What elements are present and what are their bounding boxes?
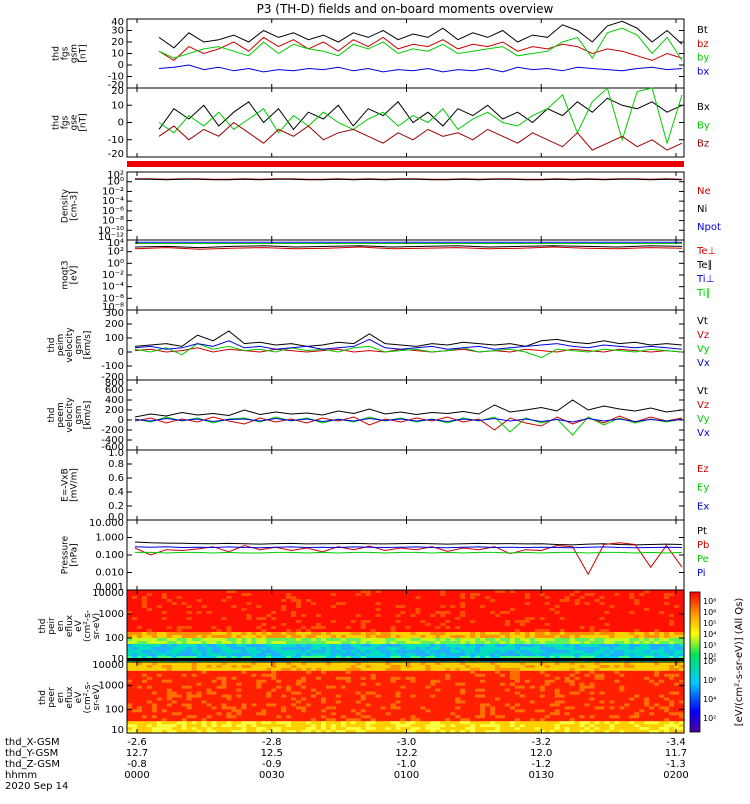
series-line-Vx: [135, 339, 682, 349]
legend-entry: Vy: [697, 414, 710, 425]
legend-entry: Vx: [697, 428, 710, 439]
y-tick-label: 30: [111, 26, 124, 37]
y-tick-label: 10: [111, 49, 124, 60]
panel-frame: [127, 19, 684, 88]
legend-entry: Ni: [697, 204, 707, 215]
y-tick-label: 0.2: [108, 501, 124, 512]
chart-title: P3 (TH-D) fields and on-board moments ov…: [257, 2, 554, 16]
y-tick-label: -100: [101, 361, 124, 372]
legend-entry: Npot: [697, 222, 721, 233]
y-tick-label: 200: [105, 319, 124, 330]
series-line-Te∥: [135, 246, 682, 248]
series-line-Pi: [135, 547, 682, 548]
legend-entry: Pb: [697, 540, 709, 551]
series-line-bz: [159, 37, 682, 60]
series-line-Vt: [135, 331, 682, 346]
y-tick-label: 0: [118, 118, 124, 129]
y-tick-label: 0: [118, 347, 124, 358]
spectrogram-gap-band: [127, 658, 684, 661]
legend-entry: Ti⊥: [696, 274, 714, 285]
y-tick-label: -10: [108, 135, 124, 146]
panel-frame: [127, 172, 684, 240]
panel-density: Density[cm-3]10²10⁰10⁻²10⁻⁴10⁻⁶10⁻⁸10⁻¹⁰…: [61, 170, 721, 243]
y-tick-label: 100: [105, 333, 124, 344]
y-axis-label: [nT]: [79, 113, 89, 131]
series-line-Pt: [135, 542, 682, 545]
y-tick-label: 0.100: [95, 550, 124, 561]
legend-entry: bz: [697, 39, 709, 50]
y-tick-label: 1.0: [108, 448, 124, 459]
y-tick-label: 10⁻²: [102, 270, 124, 281]
series-line-Vt: [135, 400, 682, 417]
legend-entry: Pt: [697, 526, 707, 537]
series-line-bx: [159, 65, 682, 72]
y-axis-label: [km/s]: [83, 401, 93, 430]
legend-entry: Pe: [697, 554, 709, 565]
y-tick-label: 10.000: [89, 518, 124, 529]
series-line-Ni: [135, 179, 682, 180]
legend-entry: Bz: [697, 139, 709, 150]
legend-entry: Ti∥: [696, 288, 711, 299]
y-tick-label: 10²: [107, 247, 124, 258]
y-tick-label: 0.8: [108, 459, 124, 470]
y-axis-label: [nPa]: [70, 543, 80, 566]
legend-entry: Ne: [697, 186, 711, 197]
y-axis-label: [cm-3]: [70, 191, 80, 221]
y-tick-label: 1000: [99, 609, 124, 620]
quality-flag-bar: [127, 161, 684, 167]
legend-entry: By: [697, 120, 710, 131]
y-axis-label: [eV]: [70, 266, 80, 285]
y-axis-label: [km/s]: [83, 331, 93, 360]
y-tick-label: 1.000: [95, 533, 124, 544]
y-tick-label: -20: [108, 149, 124, 160]
legend-entry: Bx: [697, 102, 710, 113]
y-tick-label: 10⁻⁴: [102, 282, 124, 293]
legend-entry: Ex: [697, 501, 709, 512]
y-tick-label: 20: [111, 37, 124, 48]
panel-frame: [127, 520, 684, 590]
legend-entry: Te∥: [696, 260, 713, 271]
y-tick-label: 10: [111, 100, 124, 111]
legend-entry: by: [697, 53, 709, 64]
legend-entry: bx: [697, 66, 709, 77]
y-tick-label: 10⁰: [107, 258, 124, 269]
y-tick-label: 100: [105, 633, 124, 644]
panel-frame: [127, 450, 684, 520]
y-tick-label: 0.4: [108, 487, 124, 498]
legend-entry: Ez: [697, 464, 709, 475]
legend-entry: Ey: [697, 483, 709, 494]
y-tick-label: 0.6: [108, 473, 124, 484]
y-axis-label: [nT]: [79, 44, 89, 62]
legend-entry: Vy: [697, 344, 710, 355]
legend-entry: Pi: [697, 568, 706, 579]
y-tick-label: 0: [118, 60, 124, 71]
y-tick-label: 300: [105, 308, 124, 319]
panel-temp: moqt3[eV]10⁴10²10⁰10⁻²10⁻⁴10⁻⁶10⁻⁸Te⊥Te∥…: [61, 238, 717, 313]
panel-pressure: Pressure[nPa]10.0001.0000.1000.0100.001P…: [61, 518, 710, 593]
legend-entry: Vt: [697, 316, 708, 327]
legend-entry: Bt: [697, 25, 708, 36]
y-axis-label: [mV/m]: [70, 468, 80, 502]
legend-entry: Vt: [697, 386, 708, 397]
legend-entry: Vz: [697, 330, 709, 341]
legend-entry: Vz: [697, 400, 709, 411]
panel-frame: [127, 380, 684, 450]
y-tick-label: 20: [111, 86, 124, 97]
legend-entry: Vx: [697, 358, 710, 369]
y-tick-label: 0.010: [95, 568, 124, 579]
panel-frame: [127, 240, 684, 310]
legend-entry: Te⊥: [696, 246, 716, 257]
y-tick-label: 10000: [92, 588, 124, 599]
series-line-Pe: [135, 552, 682, 553]
